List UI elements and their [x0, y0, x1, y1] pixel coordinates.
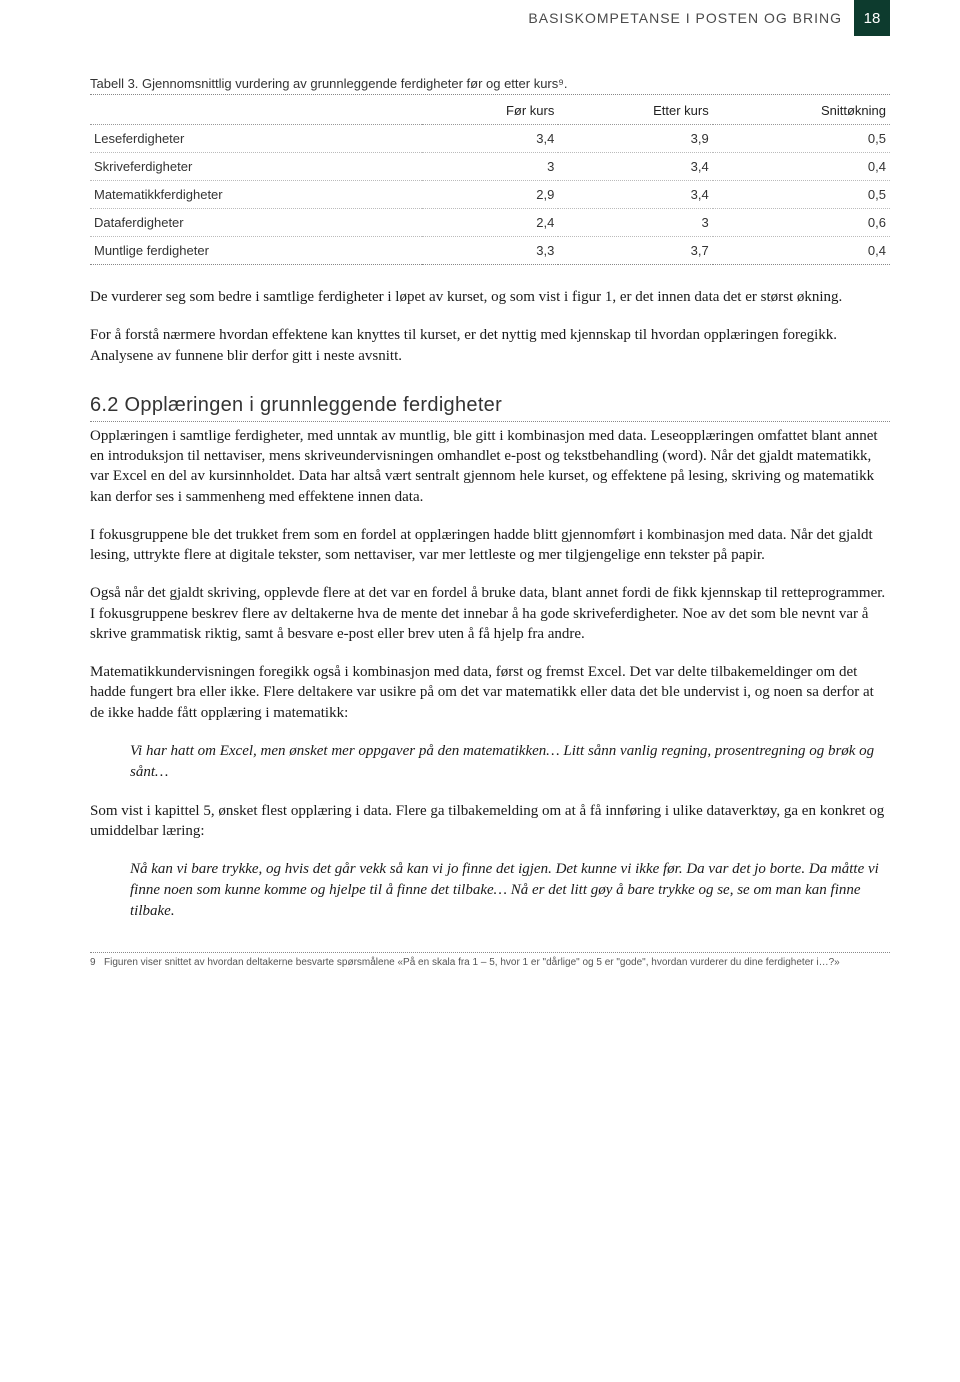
table-row: Leseferdigheter3,43,90,5	[90, 125, 890, 153]
table-row: Matematikkferdigheter2,93,40,5	[90, 181, 890, 209]
table-cell: 0,5	[713, 181, 890, 209]
block-quote: Nå kan vi bare trykke, og hvis det går v…	[130, 859, 890, 922]
table-cell: 3	[558, 209, 712, 237]
table-cell: 3,4	[558, 153, 712, 181]
table-header-cell: Før kurs	[422, 97, 559, 125]
table-row: Dataferdigheter2,430,6	[90, 209, 890, 237]
body-paragraph: Også når det gjaldt skriving, opplevde f…	[90, 583, 890, 644]
table-cell: 3,4	[558, 181, 712, 209]
table-cell: Matematikkferdigheter	[90, 181, 422, 209]
running-header: BASISKOMPETANSE I POSTEN OG BRING 18	[90, 0, 890, 36]
table-cell: 3,4	[422, 125, 559, 153]
table-cell: Muntlige ferdigheter	[90, 237, 422, 265]
table-caption: Tabell 3. Gjennomsnittlig vurdering av g…	[90, 76, 890, 95]
header-title: BASISKOMPETANSE I POSTEN OG BRING	[528, 10, 842, 26]
page-container: BASISKOMPETANSE I POSTEN OG BRING 18 Tab…	[0, 0, 960, 998]
table-cell: Leseferdigheter	[90, 125, 422, 153]
table-cell: 0,6	[713, 209, 890, 237]
skills-table: Før kursEtter kursSnittøkning Leseferdig…	[90, 97, 890, 265]
table-header-row: Før kursEtter kursSnittøkning	[90, 97, 890, 125]
footnote: 9Figuren viser snittet av hvordan deltak…	[90, 953, 890, 968]
page-number-badge: 18	[854, 0, 890, 36]
table-header-cell: Snittøkning	[713, 97, 890, 125]
table-header-cell	[90, 97, 422, 125]
body-paragraph: Matematikkundervisningen foregikk også i…	[90, 662, 890, 723]
table-cell: 0,5	[713, 125, 890, 153]
table-body: Leseferdigheter3,43,90,5Skriveferdighete…	[90, 125, 890, 265]
footnote-text: Figuren viser snittet av hvordan deltake…	[104, 957, 840, 968]
block-quote: Vi har hatt om Excel, men ønsket mer opp…	[130, 741, 890, 783]
table-row: Skriveferdigheter33,40,4	[90, 153, 890, 181]
body-paragraph: I fokusgruppene ble det trukket frem som…	[90, 525, 890, 566]
table-cell: Dataferdigheter	[90, 209, 422, 237]
table-cell: 2,9	[422, 181, 559, 209]
table-row: Muntlige ferdigheter3,33,70,4	[90, 237, 890, 265]
body-paragraph: De vurderer seg som bedre i samtlige fer…	[90, 287, 890, 307]
body-paragraph: Som vist i kapittel 5, ønsket flest oppl…	[90, 801, 890, 842]
table-header-cell: Etter kurs	[558, 97, 712, 125]
table-cell: 0,4	[713, 153, 890, 181]
footnote-number: 9	[90, 957, 104, 968]
table-cell: 0,4	[713, 237, 890, 265]
body-paragraph: For å forstå nærmere hvordan effektene k…	[90, 325, 890, 366]
table-cell: 3,7	[558, 237, 712, 265]
table-cell: Skriveferdigheter	[90, 153, 422, 181]
section-heading: 6.2 Opplæringen i grunnleggende ferdighe…	[90, 394, 890, 422]
table-cell: 3,9	[558, 125, 712, 153]
table-cell: 3,3	[422, 237, 559, 265]
table-cell: 2,4	[422, 209, 559, 237]
table-cell: 3	[422, 153, 559, 181]
body-paragraph: Opplæringen i samtlige ferdigheter, med …	[90, 426, 890, 507]
